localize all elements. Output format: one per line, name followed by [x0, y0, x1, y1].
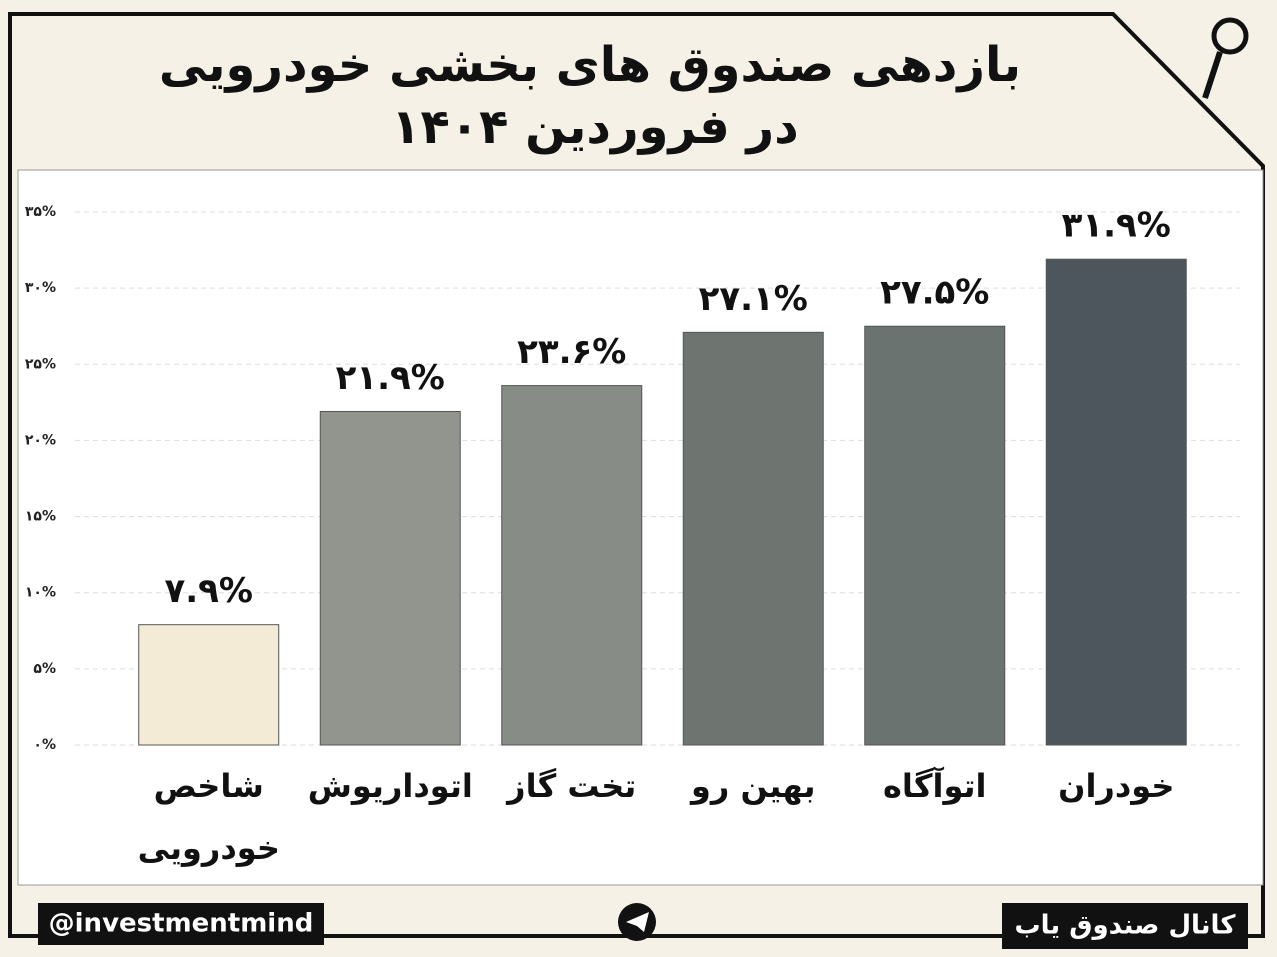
y-tick-label: ۵% — [33, 661, 56, 677]
y-tick-label: ۱۵% — [25, 509, 56, 525]
bar — [501, 385, 643, 746]
footer-left-box — [38, 903, 324, 945]
value-label: ۲۷.۱% — [699, 279, 808, 319]
footer-right-box — [1002, 903, 1248, 949]
x-tick-label: تخت گاز — [507, 767, 637, 805]
footer-left: @investmentmind — [49, 909, 314, 939]
bar — [682, 331, 824, 746]
bar — [138, 624, 280, 746]
value-label: ۳۱.۹% — [1062, 206, 1171, 246]
x-tick-label: خودران — [1058, 767, 1175, 805]
x-tick-label: شاخص خودرویی — [137, 767, 280, 867]
value-label: ۲۱.۹% — [336, 358, 445, 398]
telegram-plane — [626, 912, 649, 932]
logo — [1202, 17, 1249, 99]
bar — [1045, 258, 1187, 746]
y-tick-label: ۰% — [33, 737, 56, 753]
y-tick-label: ۳۰% — [25, 280, 56, 296]
chart-title: بازدهی صندوق های بخشی خودرویی — [159, 37, 1021, 93]
x-tick-label: اتوداریوش — [307, 767, 473, 805]
value-label: ۲۷.۵% — [880, 273, 989, 313]
y-tick-label: ۲۰% — [25, 432, 56, 448]
value-label: ۷.۹% — [165, 571, 254, 611]
footer-right: کانال صندوق یاب — [1015, 911, 1237, 941]
value-label: ۲۳.۶% — [517, 332, 626, 372]
bar — [319, 410, 461, 746]
y-tick-label: ۱۰% — [25, 585, 56, 601]
x-tick-label: بهین رو — [691, 767, 816, 805]
chart-subtitle: در فروردین ۱۴۰۴ — [391, 99, 798, 155]
x-tick-label: اتوآگاه — [882, 767, 987, 805]
y-tick-label: ۲۵% — [25, 356, 56, 372]
bar — [864, 325, 1006, 746]
y-tick-label: ۳۵% — [25, 204, 56, 220]
